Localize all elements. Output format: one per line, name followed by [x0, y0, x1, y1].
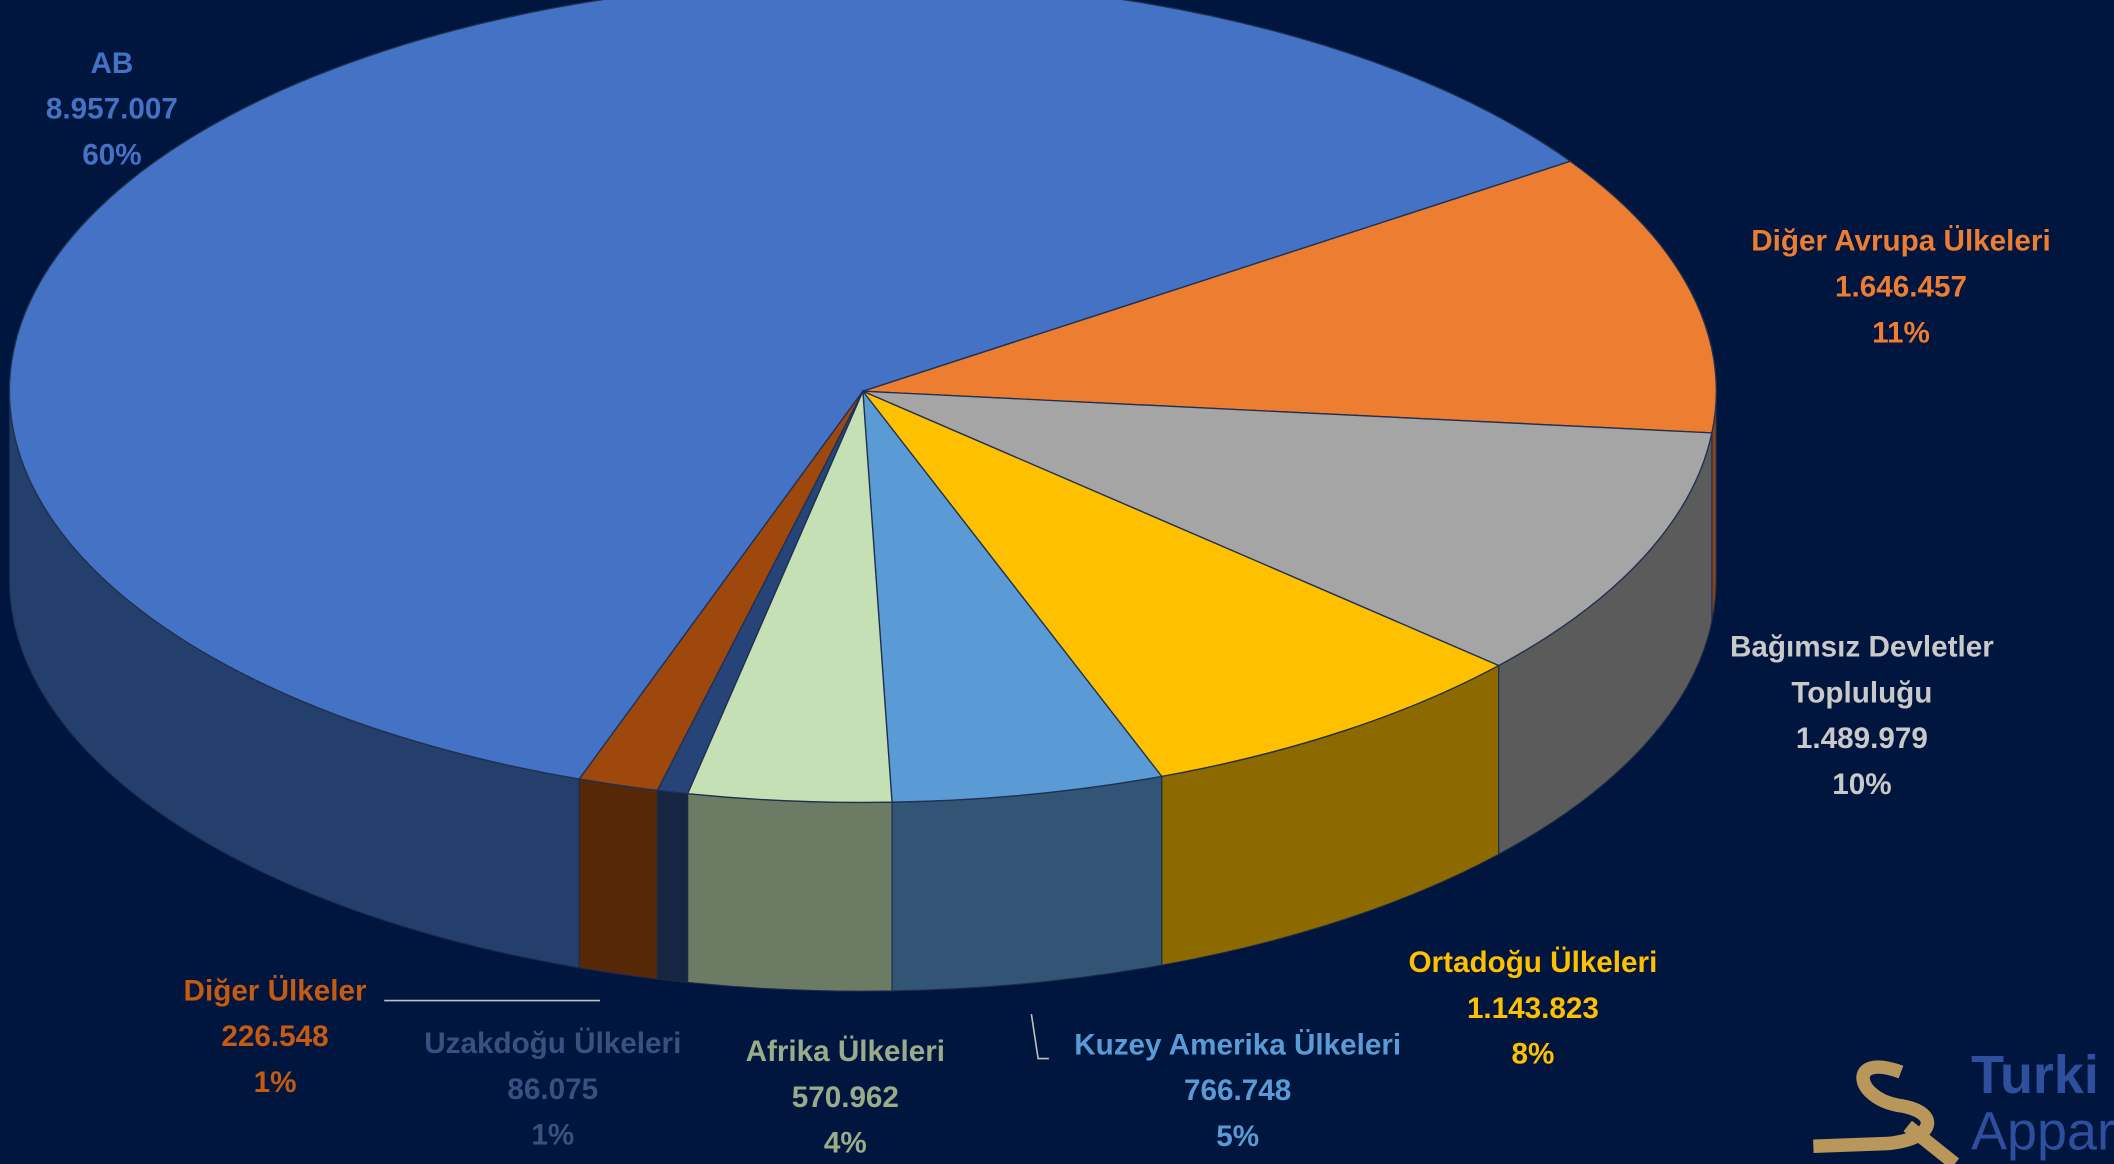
- category-label: AB: [90, 47, 133, 80]
- logo: Turki Appar: [1813, 1045, 2114, 1164]
- labels: AB 8.957.007 60% Diğer Avrupa Ülkeleri 1.646…: [46, 47, 2051, 1160]
- value-label: 226.548: [221, 1020, 328, 1053]
- percent-label: 8%: [1511, 1038, 1554, 1071]
- value-label: 8.957.007: [46, 93, 178, 126]
- logo-text: Turki: [1971, 1045, 2099, 1105]
- value-label: 570.962: [792, 1081, 899, 1114]
- percent-label: 10%: [1832, 768, 1891, 801]
- percent-label: 5%: [1216, 1120, 1259, 1153]
- percent-label: 1%: [254, 1066, 297, 1099]
- value-label: 766.748: [1184, 1074, 1291, 1107]
- category-label: Uzakdoğu Ülkeleri: [424, 1027, 681, 1060]
- pie-slice: [862, 160, 1717, 434]
- logo-mark: [1903, 1120, 1960, 1164]
- category-label-line: Bağımsız Devletler: [1730, 631, 1994, 664]
- pie-wall: [687, 793, 893, 992]
- pie-wall: [656, 789, 689, 984]
- pie-slice: [862, 390, 1713, 667]
- value-label: 1.143.823: [1467, 992, 1599, 1025]
- pie-slice: [578, 390, 864, 792]
- percent-label: 60%: [82, 138, 141, 171]
- category-label: Ortadoğu Ülkeleri: [1408, 946, 1657, 979]
- pie-slice: [8, 0, 1572, 780]
- category-label: Bağımsız Devletler Topluluğu: [1730, 631, 1994, 710]
- pie-walls: [8, 391, 1717, 992]
- category-label: Diğer Avrupa Ülkeleri: [1751, 225, 2050, 258]
- pie-slice: [862, 390, 1501, 778]
- pie-slice: [686, 390, 893, 804]
- value-label: 86.075: [507, 1073, 598, 1106]
- pie-tops: [8, 0, 1717, 804]
- pie-wall: [891, 775, 1163, 992]
- value-label: 1.646.457: [1835, 271, 1967, 304]
- category-label-line: Topluluğu: [1791, 676, 1932, 709]
- category-label: Kuzey Amerika Ülkeleri: [1074, 1028, 1401, 1061]
- pie-wall: [578, 778, 658, 980]
- pie-slice: [862, 389, 1163, 803]
- category-label: Afrika Ülkeleri: [746, 1035, 945, 1068]
- percent-label: 11%: [1872, 316, 1930, 349]
- category-label: Diğer Ülkeler: [184, 974, 367, 1007]
- percent-label: 4%: [824, 1127, 867, 1160]
- logo-text: Appar: [1971, 1102, 2114, 1162]
- value-label: 1.489.979: [1796, 722, 1928, 755]
- leader-line: [1030, 1013, 1049, 1060]
- percent-label: 1%: [531, 1119, 574, 1152]
